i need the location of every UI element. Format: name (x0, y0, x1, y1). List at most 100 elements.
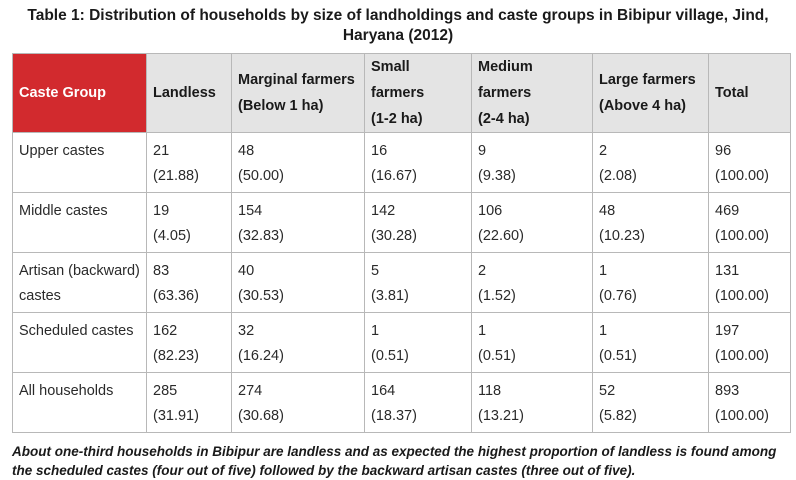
household-percent: (0.76) (599, 288, 637, 304)
data-cell: 164 (18.37) (364, 372, 472, 433)
data-cell: 40 (30.53) (231, 252, 365, 313)
data-cell: 118 (13.21) (471, 372, 593, 433)
data-cell: 48 (50.00) (231, 132, 365, 193)
household-count: 274 (238, 383, 263, 399)
header-cell: Large farmers (Above 4 ha) (592, 53, 709, 133)
caste-group-cell: Scheduled castes (12, 312, 147, 373)
household-count: 469 (715, 203, 740, 219)
header-label: Medium farmers (478, 59, 533, 101)
household-percent: (32.83) (238, 228, 284, 244)
household-percent: (100.00) (715, 408, 770, 424)
household-count: 118 (478, 383, 502, 399)
data-cell: 32 (16.24) (231, 312, 365, 373)
household-count: 83 (153, 263, 170, 279)
header-row: Caste Group Landless Marginal farmers (Belo… (12, 53, 791, 133)
household-percent: (63.36) (153, 288, 199, 304)
household-percent: (2.08) (599, 168, 637, 184)
caste-group-label: All households (19, 383, 114, 399)
data-cell: 52 (5.82) (592, 372, 709, 433)
household-percent: (16.67) (371, 168, 417, 184)
header-sublabel: (Below 1 ha) (238, 98, 324, 114)
household-count: 9 (478, 143, 487, 159)
caste-group-label: Artisan (backward) (19, 263, 140, 279)
header-sublabel: (2-4 ha) (478, 111, 530, 127)
household-percent: (18.37) (371, 408, 417, 424)
household-percent: (30.53) (238, 288, 284, 304)
data-cell: 131 (100.00) (708, 252, 791, 313)
household-percent: (31.91) (153, 408, 199, 424)
household-count: 16 (371, 143, 388, 159)
household-percent: (10.23) (599, 228, 645, 244)
data-cell: 1 (0.76) (592, 252, 709, 313)
caste-group-cell: Middle castes (12, 192, 147, 253)
data-cell: 16 (16.67) (364, 132, 472, 193)
household-percent: (30.28) (371, 228, 417, 244)
data-cell: 2 (2.08) (592, 132, 709, 193)
data-cell: 21 (21.88) (146, 132, 232, 193)
household-count: 2 (478, 263, 487, 279)
header-label: Large farmers (599, 72, 696, 88)
household-percent: (9.38) (478, 168, 516, 184)
data-cell: 285 (31.91) (146, 372, 232, 433)
household-percent: (100.00) (715, 288, 770, 304)
caste-group-cell: Artisan (backward) castes (12, 252, 147, 313)
household-count: 19 (153, 203, 170, 219)
data-cell: 197 (100.00) (708, 312, 791, 373)
data-cell: 154 (32.83) (231, 192, 365, 253)
household-count: 1 (478, 323, 487, 339)
caste-group-label: Scheduled castes (19, 323, 134, 339)
household-count: 164 (371, 383, 396, 399)
table-row: Upper castes 21 (21.88) 48 (50.00) 16 (16.67) 9… (12, 132, 791, 193)
table-row: Scheduled castes 162 (82.23) 32 (16.24) 1 (0.5… (12, 312, 791, 373)
header-label: Total (715, 85, 749, 101)
header-label: Marginal farmers (238, 72, 355, 88)
household-percent: (0.51) (478, 348, 516, 364)
data-cell: 162 (82.23) (146, 312, 232, 373)
household-count: 48 (238, 143, 255, 159)
household-count: 131 (715, 263, 740, 279)
header-cell: Landless (146, 53, 232, 133)
household-count: 285 (153, 383, 178, 399)
household-count: 2 (599, 143, 608, 159)
household-percent: (0.51) (599, 348, 637, 364)
header-label: Caste Group (19, 85, 107, 101)
table-note: About one-third households in Bibipur ar… (12, 444, 777, 478)
household-percent: (100.00) (715, 348, 770, 364)
table-body: Upper castes 21 (21.88) 48 (50.00) 16 (16.67) 9… (12, 132, 791, 433)
caste-group-label: castes (19, 288, 61, 304)
caste-group-cell: Upper castes (12, 132, 147, 193)
header-label: Landless (153, 85, 216, 101)
household-count: 162 (153, 323, 178, 339)
household-percent: (50.00) (238, 168, 284, 184)
table-title: Table 1: Distribution of households by s… (27, 7, 769, 44)
caste-group-cell: All households (12, 372, 147, 433)
data-cell: 274 (30.68) (231, 372, 365, 433)
household-percent: (30.68) (238, 408, 284, 424)
household-percent: (16.24) (238, 348, 284, 364)
household-percent: (0.51) (371, 348, 409, 364)
header-sublabel: (Above 4 ha) (599, 98, 687, 114)
household-count: 96 (715, 143, 732, 159)
data-cell: 2 (1.52) (471, 252, 593, 313)
caste-group-label: Upper castes (19, 143, 105, 159)
header-cell: Total (708, 53, 791, 133)
data-cell: 96 (100.00) (708, 132, 791, 193)
data-cell: 83 (63.36) (146, 252, 232, 313)
landholding-table: Caste Group Landless Marginal farmers (Belo… (12, 53, 791, 433)
data-cell: 106 (22.60) (471, 192, 593, 253)
table-row: Artisan (backward) castes 83 (63.36) 40 (30.5… (12, 252, 791, 313)
data-cell: 19 (4.05) (146, 192, 232, 253)
data-cell: 1 (0.51) (471, 312, 593, 373)
household-percent: (5.82) (599, 408, 637, 424)
data-cell: 48 (10.23) (592, 192, 709, 253)
household-count: 106 (478, 203, 503, 219)
household-count: 142 (371, 203, 396, 219)
data-cell: 9 (9.38) (471, 132, 593, 193)
household-percent: (21.88) (153, 168, 199, 184)
household-percent: (3.81) (371, 288, 409, 304)
household-count: 32 (238, 323, 255, 339)
household-count: 5 (371, 263, 380, 279)
household-percent: (22.60) (478, 228, 524, 244)
header-cell: Small farmers (1-2 ha) (364, 53, 472, 133)
data-cell: 142 (30.28) (364, 192, 472, 253)
